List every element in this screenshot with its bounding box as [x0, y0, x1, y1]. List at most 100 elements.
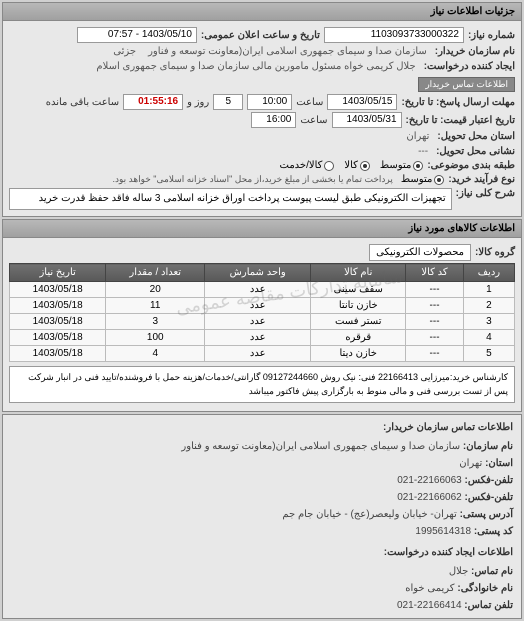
table-cell: عدد [205, 314, 311, 330]
budget-radio-0[interactable]: متوسط [380, 160, 423, 171]
deadline-send-date: 1403/05/15 [327, 94, 397, 110]
table-cell: 3 [106, 314, 205, 330]
buyer-contact-button[interactable]: اطلاعات تماس خریدار [418, 77, 515, 92]
partial-label: جزئی [109, 45, 140, 58]
addr-value: تهران- خیابان ولیعصر(عج) - خیابان جام جم [282, 509, 456, 520]
validity-date: 1403/05/31 [332, 112, 402, 128]
panel-contact: اطلاعات تماس سازمان خریدار: نام سازمان: … [2, 414, 522, 619]
table-cell: 4 [463, 330, 514, 346]
table-cell: 1403/05/18 [10, 330, 106, 346]
process-label: نوع فرآیند خرید: [448, 174, 515, 185]
budget-radio-2-label: کالا/خدمت [280, 160, 323, 171]
col-name: نام کالا [311, 264, 406, 282]
delivery-addr-label: نشانی محل تحویل: [436, 146, 515, 157]
table-cell: 1403/05/18 [10, 346, 106, 362]
req-phone-label: تلفن تماس: [464, 600, 513, 611]
validity-time: 16:00 [251, 112, 296, 128]
table-row: 3---تستر فستعدد31403/05/18 [10, 314, 515, 330]
table-cell: 2 [463, 298, 514, 314]
group-value: محصولات الکترونیکی [369, 244, 471, 261]
table-cell: 1403/05/18 [10, 282, 106, 298]
table-cell: --- [406, 282, 464, 298]
table-cell: عدد [205, 282, 311, 298]
radio-icon [360, 161, 370, 171]
remain-label: ساعت باقی مانده [46, 97, 119, 108]
province-label: استان: [485, 458, 513, 469]
fax-value: 22166062-021 [397, 492, 462, 503]
goods-table: ردیف کد کالا نام کالا واحد شمارش تعداد /… [9, 263, 515, 362]
postal-value: 1995614318 [415, 526, 471, 537]
announce-value: 1403/05/10 - 07:57 [77, 27, 197, 43]
radio-icon [324, 161, 334, 171]
budget-radio-group: متوسط کالا کالا/خدمت [280, 160, 424, 171]
days-label: روز و [187, 97, 209, 108]
table-cell: 1403/05/18 [10, 314, 106, 330]
req-family-label: نام خانوادگی: [457, 583, 513, 594]
table-cell: عدد [205, 298, 311, 314]
req-phone-value: 22166414-021 [397, 600, 462, 611]
deadline-send-label: مهلت ارسال پاسخ: تا تاریخ: [401, 97, 515, 108]
table-cell: 1 [463, 282, 514, 298]
validity-label: تاریخ اعتبار قیمت: تا تاریخ: [406, 115, 515, 126]
col-date: تاریخ نیاز [10, 264, 106, 282]
need-number-label: شماره نیاز: [468, 30, 515, 41]
req-name-value: جلال [449, 566, 468, 577]
process-radio-0[interactable]: متوسط [401, 174, 444, 185]
days-remaining: 5 [213, 94, 243, 110]
org-value: سازمان صدا و سیمای جمهوری اسلامی ایران(م… [181, 441, 460, 452]
need-number-value: 1103093733000322 [324, 27, 464, 43]
col-qty: تعداد / مقدار [106, 264, 205, 282]
deadline-send-time: 10:00 [247, 94, 292, 110]
table-row: 2---خازن تانتاعدد111403/05/18 [10, 298, 515, 314]
phone-label: تلفن-فکس: [465, 475, 513, 486]
process-radio-0-label: متوسط [401, 174, 432, 185]
radio-icon [434, 175, 444, 185]
announce-label: تاریخ و ساعت اعلان عمومی: [201, 30, 320, 41]
org-label: نام سازمان: [463, 441, 513, 452]
req-header: اطلاعات ایجاد کننده درخواست: [11, 544, 513, 561]
table-cell: 100 [106, 330, 205, 346]
table-row: 1---سقف سینیعدد201403/05/18 [10, 282, 515, 298]
fax-label: تلفن-فکس: [465, 492, 513, 503]
budget-radio-1-label: کالا [344, 160, 358, 171]
table-row: 5---خازن دیتاعدد41403/05/18 [10, 346, 515, 362]
addr-label: آدرس پستی: [460, 509, 513, 520]
buyer-name-value: سازمان صدا و سیمای جمهوری اسلامی ایران(م… [144, 45, 431, 58]
table-cell: --- [406, 330, 464, 346]
col-unit: واحد شمارش [205, 264, 311, 282]
goods-note: کارشناس خرید:میرزایی 22166413 فنی: نیک ر… [9, 366, 515, 403]
req-name-label: نام تماس: [471, 566, 513, 577]
delivery-place-label: استان محل تحویل: [437, 131, 515, 142]
col-row: ردیف [463, 264, 514, 282]
budget-radio-1[interactable]: کالا [344, 160, 370, 171]
table-cell: تستر فست [311, 314, 406, 330]
table-cell: سقف سینی [311, 282, 406, 298]
process-radio-group: متوسط [401, 174, 444, 185]
phone-value: 22166063-021 [397, 475, 462, 486]
table-cell: خازن دیتا [311, 346, 406, 362]
delivery-addr-value: --- [414, 145, 432, 158]
countdown-timer: 01:55:16 [123, 94, 183, 110]
requester-value: جلال کریمی خواه مسئول مامورین مالی سازما… [92, 60, 419, 73]
budget-radio-2[interactable]: کالا/خدمت [280, 160, 335, 171]
table-cell: قرقره [311, 330, 406, 346]
table-cell: عدد [205, 330, 311, 346]
panel-header-need: جزئیات اطلاعات نیاز [3, 3, 521, 21]
table-cell: --- [406, 314, 464, 330]
budget-radio-0-label: متوسط [380, 160, 411, 171]
group-label: گروه کالا: [475, 247, 515, 258]
radio-icon [413, 161, 423, 171]
budget-type-label: طبقه بندی موضوعی: [427, 160, 515, 171]
panel-header-goods: اطلاعات کالاهای مورد نیاز [3, 220, 521, 238]
requester-label: ایجاد کننده درخواست: [424, 61, 515, 72]
panel-need-details: جزئیات اطلاعات نیاز شماره نیاز: 11030937… [2, 2, 522, 217]
table-cell: 4 [106, 346, 205, 362]
time-label-2: ساعت [300, 115, 327, 126]
process-note: پرداخت تمام یا بخشی از مبلغ خرید،از محل … [108, 173, 396, 186]
delivery-place-value: تهران [402, 130, 433, 143]
desc-value: تجهیزات الکترونیکی طبق لیست پیوست پرداخت… [9, 188, 452, 210]
table-cell: 11 [106, 298, 205, 314]
contact-header: اطلاعات تماس سازمان خریدار: [11, 419, 513, 436]
table-cell: --- [406, 346, 464, 362]
goods-table-header-row: ردیف کد کالا نام کالا واحد شمارش تعداد /… [10, 264, 515, 282]
